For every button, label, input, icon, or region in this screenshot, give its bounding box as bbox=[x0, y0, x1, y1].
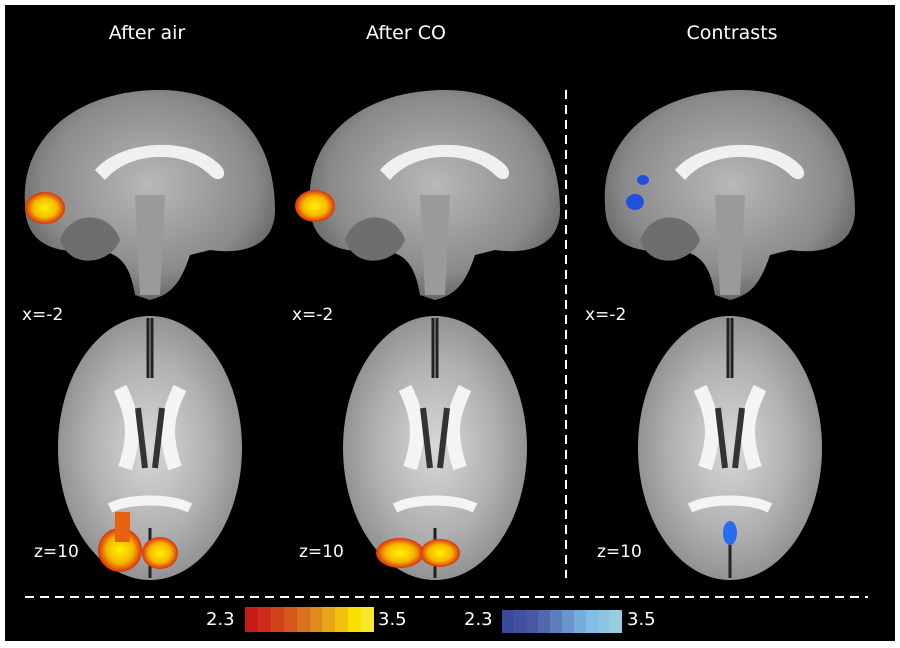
colorbar-segment bbox=[598, 610, 610, 633]
colorbar-segment bbox=[322, 607, 336, 632]
deactivation-cluster bbox=[723, 521, 737, 545]
colorbar-segment bbox=[562, 610, 574, 633]
colorbar-segment bbox=[245, 607, 258, 632]
activation-cluster bbox=[142, 537, 178, 569]
sagittal-slice bbox=[24, 90, 275, 300]
sagittal-slice bbox=[309, 90, 560, 300]
colorbar-max: 3.5 bbox=[378, 609, 407, 630]
column-title: Contrasts bbox=[686, 22, 778, 44]
slice-label: z=10 bbox=[299, 542, 344, 562]
slice-label: x=-2 bbox=[22, 305, 64, 325]
activation-cluster bbox=[420, 539, 460, 567]
colorbar-segment bbox=[296, 607, 310, 632]
positive-colorbar bbox=[245, 607, 375, 632]
colorbar-segment bbox=[361, 607, 375, 632]
colorbar-segment bbox=[270, 607, 284, 632]
activation-cluster bbox=[115, 512, 130, 542]
colorbar-segment bbox=[526, 610, 538, 633]
slice-label: z=10 bbox=[597, 542, 642, 562]
deactivation-cluster bbox=[626, 194, 644, 210]
colorbar-segment bbox=[335, 607, 349, 632]
slice-label: x=-2 bbox=[585, 305, 627, 325]
colorbar-segment bbox=[283, 607, 297, 632]
colorbar-segment bbox=[257, 607, 271, 632]
activation-cluster bbox=[98, 528, 142, 572]
colorbar-segment bbox=[309, 607, 323, 632]
deactivation-cluster bbox=[637, 175, 649, 185]
colorbar-segment bbox=[502, 610, 514, 633]
colorbar-min: 2.3 bbox=[464, 609, 493, 630]
colorbar-segment bbox=[538, 610, 550, 633]
activation-cluster bbox=[376, 538, 424, 568]
activation-cluster bbox=[25, 192, 65, 224]
colorbar-segment bbox=[610, 610, 622, 633]
colorbar-segment bbox=[586, 610, 598, 633]
colorbar-max: 3.5 bbox=[627, 609, 656, 630]
column-title: After air bbox=[108, 22, 186, 44]
colorbar-segment bbox=[348, 607, 362, 632]
activation-cluster bbox=[295, 190, 335, 222]
colorbar-segment bbox=[574, 610, 586, 633]
negative-colorbar bbox=[502, 610, 622, 633]
slice-label: z=10 bbox=[34, 542, 79, 562]
column-title: After CO bbox=[366, 22, 446, 44]
colorbar-min: 2.3 bbox=[206, 609, 235, 630]
sagittal-slice bbox=[604, 90, 855, 300]
slice-label: x=-2 bbox=[292, 305, 334, 325]
colorbar-segment bbox=[514, 610, 526, 633]
colorbar-segment bbox=[550, 610, 562, 633]
